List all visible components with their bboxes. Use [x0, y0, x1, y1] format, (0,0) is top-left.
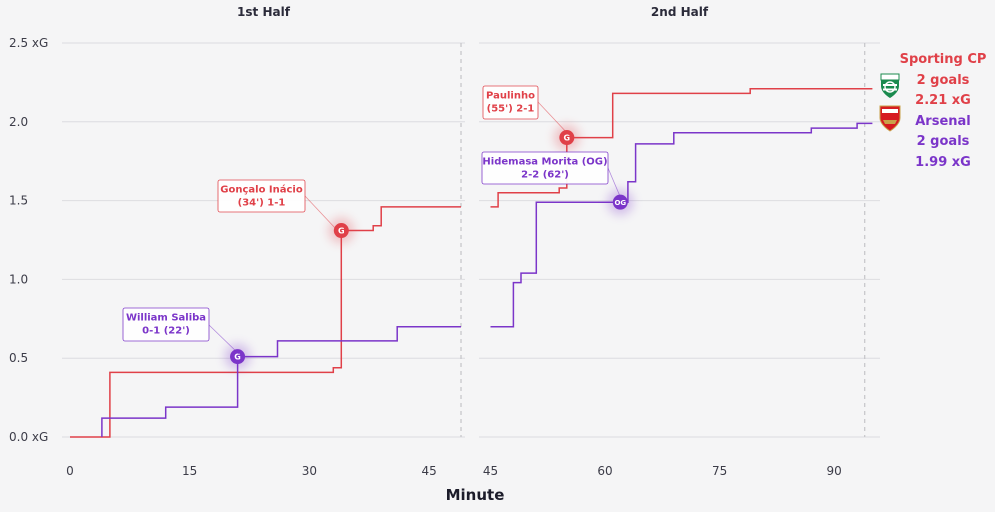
legend-arsenal-goals: 2 goals	[916, 134, 970, 149]
legend-arsenal-team: Arsenal	[915, 113, 971, 129]
annotation-leader	[208, 324, 242, 357]
goal-marker	[559, 130, 575, 146]
goal-marker	[333, 223, 349, 239]
annotation-leader	[607, 167, 623, 202]
x-tick-label: 60	[597, 464, 612, 478]
x-tick-label: 15	[182, 464, 197, 478]
annotation-text: 2-2 (62')	[521, 170, 569, 181]
annotation-text: Paulinho	[486, 91, 535, 102]
annotation-box	[482, 85, 539, 120]
y-tick-label: 0.5	[9, 351, 28, 365]
series-line-sporting-cp	[70, 206, 461, 438]
annotation-text: Hidemasa Morita (OG)	[482, 157, 607, 168]
x-tick-label: 90	[827, 464, 842, 478]
annotation-box	[122, 307, 210, 342]
goal-marker-text: G	[338, 227, 345, 236]
panel-title: 1st Half	[237, 5, 291, 19]
goal-marker	[230, 349, 246, 365]
annotation-text: William Saliba	[126, 313, 206, 324]
x-tick-label: 30	[302, 464, 317, 478]
y-tick-label: 2.5 xG	[9, 36, 48, 50]
goal-marker-text: G	[564, 134, 571, 143]
goal-marker-text: OG	[614, 199, 626, 207]
y-tick-label: 2.0	[9, 115, 28, 129]
legend-sporting-team: Sporting CP	[899, 52, 987, 67]
legend-arsenal-xg: 1.99 xG	[915, 154, 971, 170]
annotation-leader	[537, 101, 570, 136]
legend-sporting-xg: 2.21 xG	[915, 93, 971, 108]
annotation-text: Gonçalo Inácio	[220, 184, 303, 196]
y-tick-label: 0.0 xG	[9, 430, 48, 444]
annotation-text: 0-1 (22')	[142, 326, 190, 337]
annotation-leader	[304, 195, 337, 230]
series-line-arsenal	[101, 325, 461, 437]
x-tick-label: 75	[712, 464, 727, 478]
y-tick-label: 1.5	[9, 194, 28, 208]
y-tick-label: 1.0	[9, 272, 28, 286]
sporting-crest-icon	[880, 73, 900, 98]
series-line-arsenal	[490, 122, 873, 328]
annotation-box	[217, 179, 306, 213]
x-axis-label: Minute	[446, 486, 505, 504]
annotation-text: (55') 2-1	[487, 104, 535, 115]
annotation-box	[481, 151, 609, 185]
x-tick-label: 45	[421, 464, 436, 478]
x-tick-label: 45	[483, 464, 498, 478]
goal-marker-text: G	[234, 353, 241, 362]
panel-title: 2nd Half	[651, 5, 709, 19]
goal-marker	[612, 194, 628, 210]
x-tick-label: 0	[66, 464, 74, 478]
annotation-text: (34') 1-1	[238, 198, 286, 209]
legend-sporting-goals: 2 goals	[916, 72, 970, 88]
arsenal-crest-icon	[879, 105, 901, 132]
series-line-sporting-cp	[490, 87, 873, 208]
legend: Sporting CP 2 goals 2.21 xG Arsenal 2 go…	[893, 50, 993, 173]
